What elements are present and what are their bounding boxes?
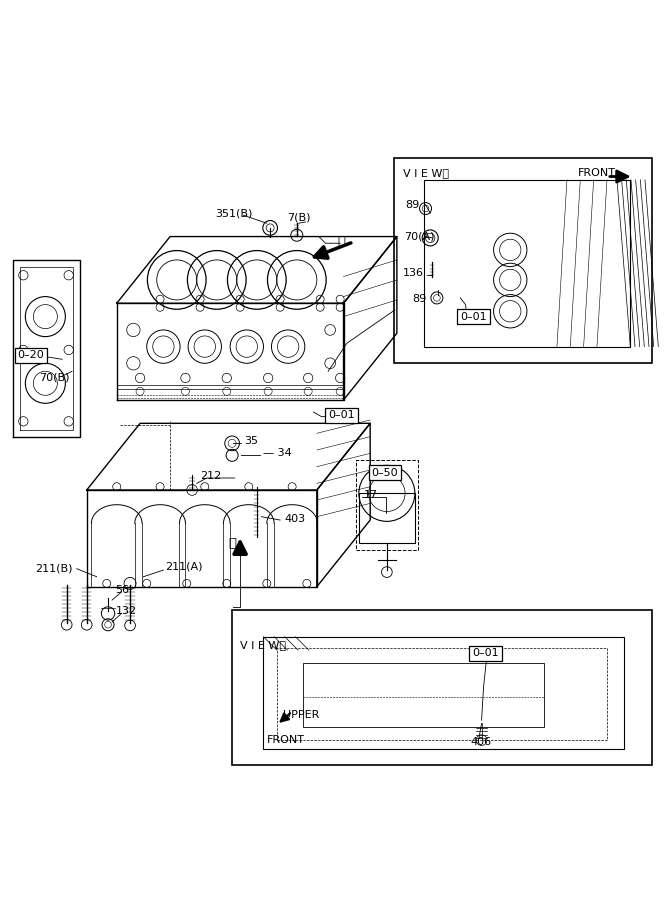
Text: 7(B): 7(B) bbox=[287, 213, 310, 223]
Text: 70(B): 70(B) bbox=[39, 373, 69, 383]
Bar bbox=[303, 663, 544, 727]
Text: 89: 89 bbox=[412, 294, 426, 304]
Bar bbox=[394, 158, 652, 364]
Bar bbox=[424, 180, 630, 346]
Text: 0–01: 0–01 bbox=[460, 311, 487, 321]
Text: 0–50: 0–50 bbox=[372, 468, 398, 478]
Text: V I E WⒷ: V I E WⒷ bbox=[403, 168, 449, 178]
Text: 351(B): 351(B) bbox=[215, 208, 252, 218]
Text: Ⓑ: Ⓑ bbox=[338, 236, 346, 248]
Text: 403: 403 bbox=[284, 515, 305, 525]
Bar bbox=[232, 610, 652, 765]
Text: 211(A): 211(A) bbox=[165, 562, 202, 572]
Text: 406: 406 bbox=[470, 737, 492, 747]
Bar bbox=[263, 637, 624, 749]
Text: 70(A): 70(A) bbox=[404, 231, 435, 241]
Text: Ⓐ: Ⓐ bbox=[228, 537, 236, 550]
Text: 17: 17 bbox=[364, 491, 378, 500]
Bar bbox=[356, 460, 418, 550]
Text: UPPER: UPPER bbox=[283, 710, 319, 720]
Text: 0–01: 0–01 bbox=[472, 648, 499, 659]
Text: — 34: — 34 bbox=[263, 447, 292, 458]
Text: 136: 136 bbox=[403, 268, 424, 278]
Bar bbox=[277, 648, 607, 740]
Text: FRONT: FRONT bbox=[578, 168, 616, 178]
Text: 89: 89 bbox=[406, 200, 420, 211]
Text: 212: 212 bbox=[200, 471, 221, 481]
Text: 132: 132 bbox=[115, 607, 137, 616]
Text: 0–20: 0–20 bbox=[17, 350, 44, 360]
Text: V I E WⒶ: V I E WⒶ bbox=[240, 640, 286, 650]
Text: FRONT: FRONT bbox=[267, 735, 305, 745]
Text: 56: 56 bbox=[115, 585, 129, 595]
Bar bbox=[359, 493, 415, 544]
Text: 35: 35 bbox=[244, 436, 258, 446]
Text: 211(B): 211(B) bbox=[35, 563, 73, 573]
Text: 0–01: 0–01 bbox=[328, 410, 355, 420]
